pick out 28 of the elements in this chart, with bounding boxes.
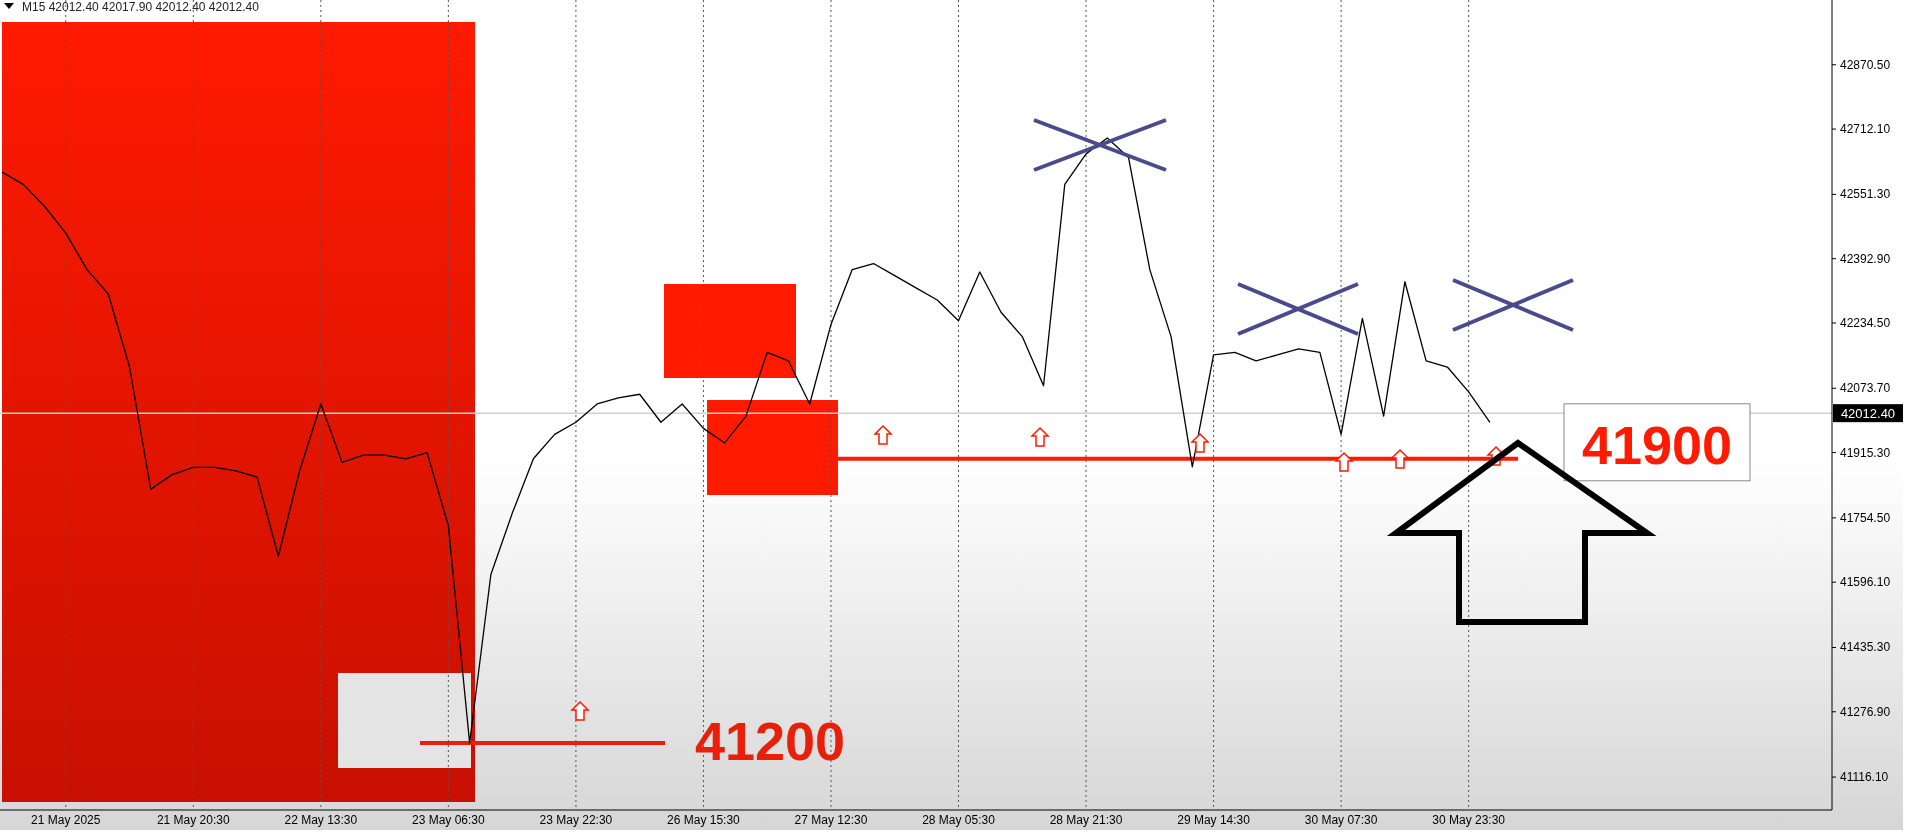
x-tick-label: 22 May 13:30 xyxy=(284,813,358,827)
y-tick-label: 42392.90 xyxy=(1840,251,1891,266)
y-tick-label: 41754.50 xyxy=(1840,510,1891,525)
chart-title: M15 42012.40 42017.90 42012.40 42012.40 xyxy=(22,0,260,14)
y-tick-label: 41596.10 xyxy=(1840,575,1891,590)
ref-line-label: 41900 xyxy=(1581,414,1733,475)
y-tick-label: 41276.90 xyxy=(1840,704,1891,719)
y-tick-label: 42234.50 xyxy=(1840,315,1891,330)
x-tick-label: 28 May 21:30 xyxy=(1049,813,1123,827)
y-tick-label: 42551.30 xyxy=(1840,187,1891,202)
x-tick-label: 30 May 07:30 xyxy=(1304,813,1378,827)
x-tick-label: 23 May 06:30 xyxy=(412,813,486,827)
x-tick-label: 21 May 20:30 xyxy=(156,813,230,827)
y-tick-label: 41435.30 xyxy=(1840,640,1891,655)
x-tick-label: 21 May 2025 xyxy=(31,813,101,827)
y-tick-label: 42870.50 xyxy=(1840,57,1891,72)
y-tick-label: 41116.10 xyxy=(1840,770,1889,785)
y-tick-label: 42073.70 xyxy=(1840,381,1891,396)
x-tick-label: 23 May 22:30 xyxy=(539,813,613,827)
x-tick-label: 28 May 05:30 xyxy=(922,813,996,827)
y-tick-label: 42712.10 xyxy=(1840,122,1891,137)
x-tick-label: 29 May 14:30 xyxy=(1177,813,1251,827)
ref-line-label: 41200 xyxy=(694,711,846,772)
x-tick-label: 30 May 23:30 xyxy=(1432,813,1506,827)
ref-line-label: 42012.40 xyxy=(1840,406,1896,422)
x-tick-label: 26 May 15:30 xyxy=(667,813,741,827)
x-tick-label: 27 May 12:30 xyxy=(794,813,868,827)
y-tick-label: 41915.30 xyxy=(1840,445,1891,460)
